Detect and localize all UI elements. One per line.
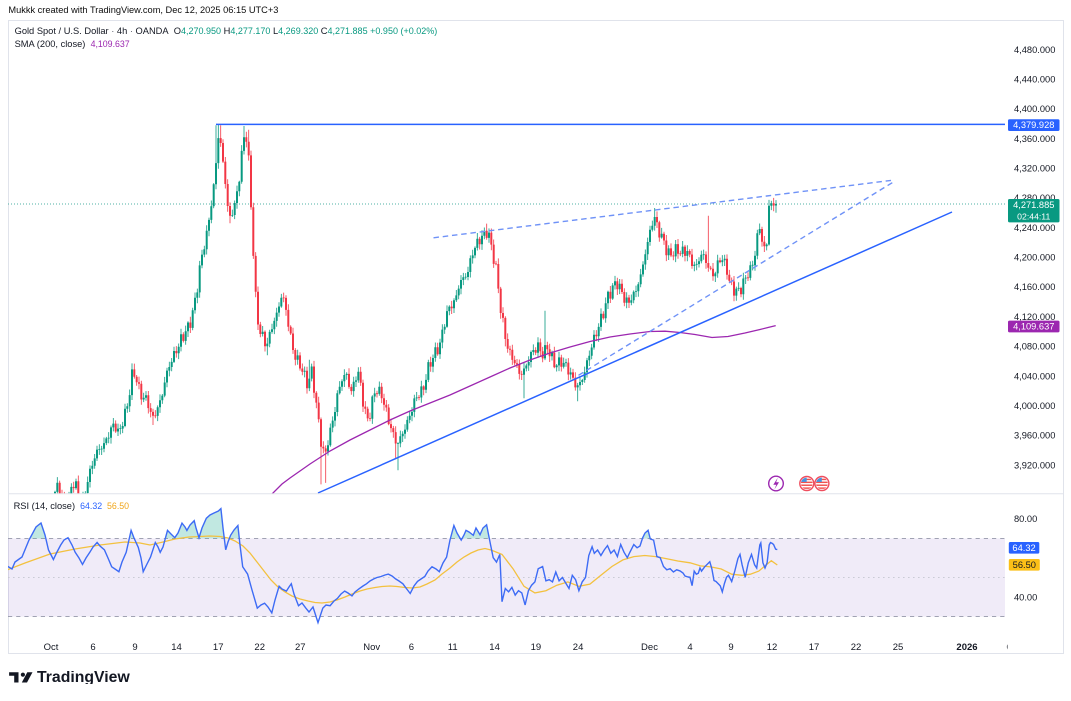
svg-text:9: 9 — [132, 642, 137, 653]
svg-text:4: 4 — [687, 642, 692, 653]
svg-text:4,379.928: 4,379.928 — [1013, 120, 1054, 130]
svg-text:4,109.637: 4,109.637 — [1013, 322, 1054, 332]
svg-text:80.00: 80.00 — [1014, 514, 1037, 524]
svg-text:4,200.000: 4,200.000 — [1014, 253, 1055, 263]
svg-text:11: 11 — [448, 642, 458, 653]
svg-text:22: 22 — [254, 642, 265, 653]
svg-text:Dec: Dec — [641, 642, 658, 653]
svg-text:56.50: 56.50 — [1013, 560, 1036, 570]
svg-text:3,920.000: 3,920.000 — [1014, 460, 1055, 470]
svg-text:4,360.000: 4,360.000 — [1014, 134, 1055, 144]
svg-text:4,271.885: 4,271.885 — [1013, 200, 1054, 210]
svg-text:25: 25 — [893, 642, 904, 653]
svg-text:02:44:11: 02:44:11 — [1017, 212, 1050, 222]
svg-text:4,480.000: 4,480.000 — [1014, 45, 1055, 55]
svg-text:6: 6 — [409, 642, 414, 653]
svg-text:4,320.000: 4,320.000 — [1014, 164, 1055, 174]
svg-text:6: 6 — [90, 642, 95, 653]
svg-text:3,960.000: 3,960.000 — [1014, 431, 1055, 441]
svg-text:4,400.000: 4,400.000 — [1014, 104, 1055, 114]
svg-text:TradingView: TradingView — [37, 671, 130, 684]
svg-text:27: 27 — [295, 642, 306, 653]
svg-text:4,080.000: 4,080.000 — [1014, 342, 1055, 352]
svg-text:12: 12 — [767, 642, 778, 653]
svg-text:4,440.000: 4,440.000 — [1014, 75, 1055, 85]
svg-text:6: 6 — [1006, 642, 1011, 653]
svg-text:14: 14 — [171, 642, 182, 653]
svg-text:17: 17 — [213, 642, 224, 653]
svg-text:14: 14 — [489, 642, 500, 653]
svg-text:Nov: Nov — [363, 642, 380, 653]
svg-text:9: 9 — [728, 642, 733, 653]
svg-text:4,240.000: 4,240.000 — [1014, 223, 1055, 233]
svg-text:22: 22 — [851, 642, 862, 653]
svg-text:4,120.000: 4,120.000 — [1014, 312, 1055, 322]
svg-text:19: 19 — [531, 642, 542, 653]
svg-text:40.00: 40.00 — [1014, 593, 1037, 603]
svg-text:24: 24 — [573, 642, 584, 653]
svg-text:17: 17 — [809, 642, 820, 653]
svg-text:4,000.000: 4,000.000 — [1014, 401, 1055, 411]
svg-text:Oct: Oct — [44, 642, 59, 653]
svg-text:2026: 2026 — [956, 642, 977, 653]
svg-text:4,280.000: 4,280.000 — [1014, 193, 1055, 203]
svg-text:64.32: 64.32 — [1012, 543, 1035, 553]
svg-text:4,040.000: 4,040.000 — [1014, 371, 1055, 381]
svg-text:4,160.000: 4,160.000 — [1014, 282, 1055, 292]
